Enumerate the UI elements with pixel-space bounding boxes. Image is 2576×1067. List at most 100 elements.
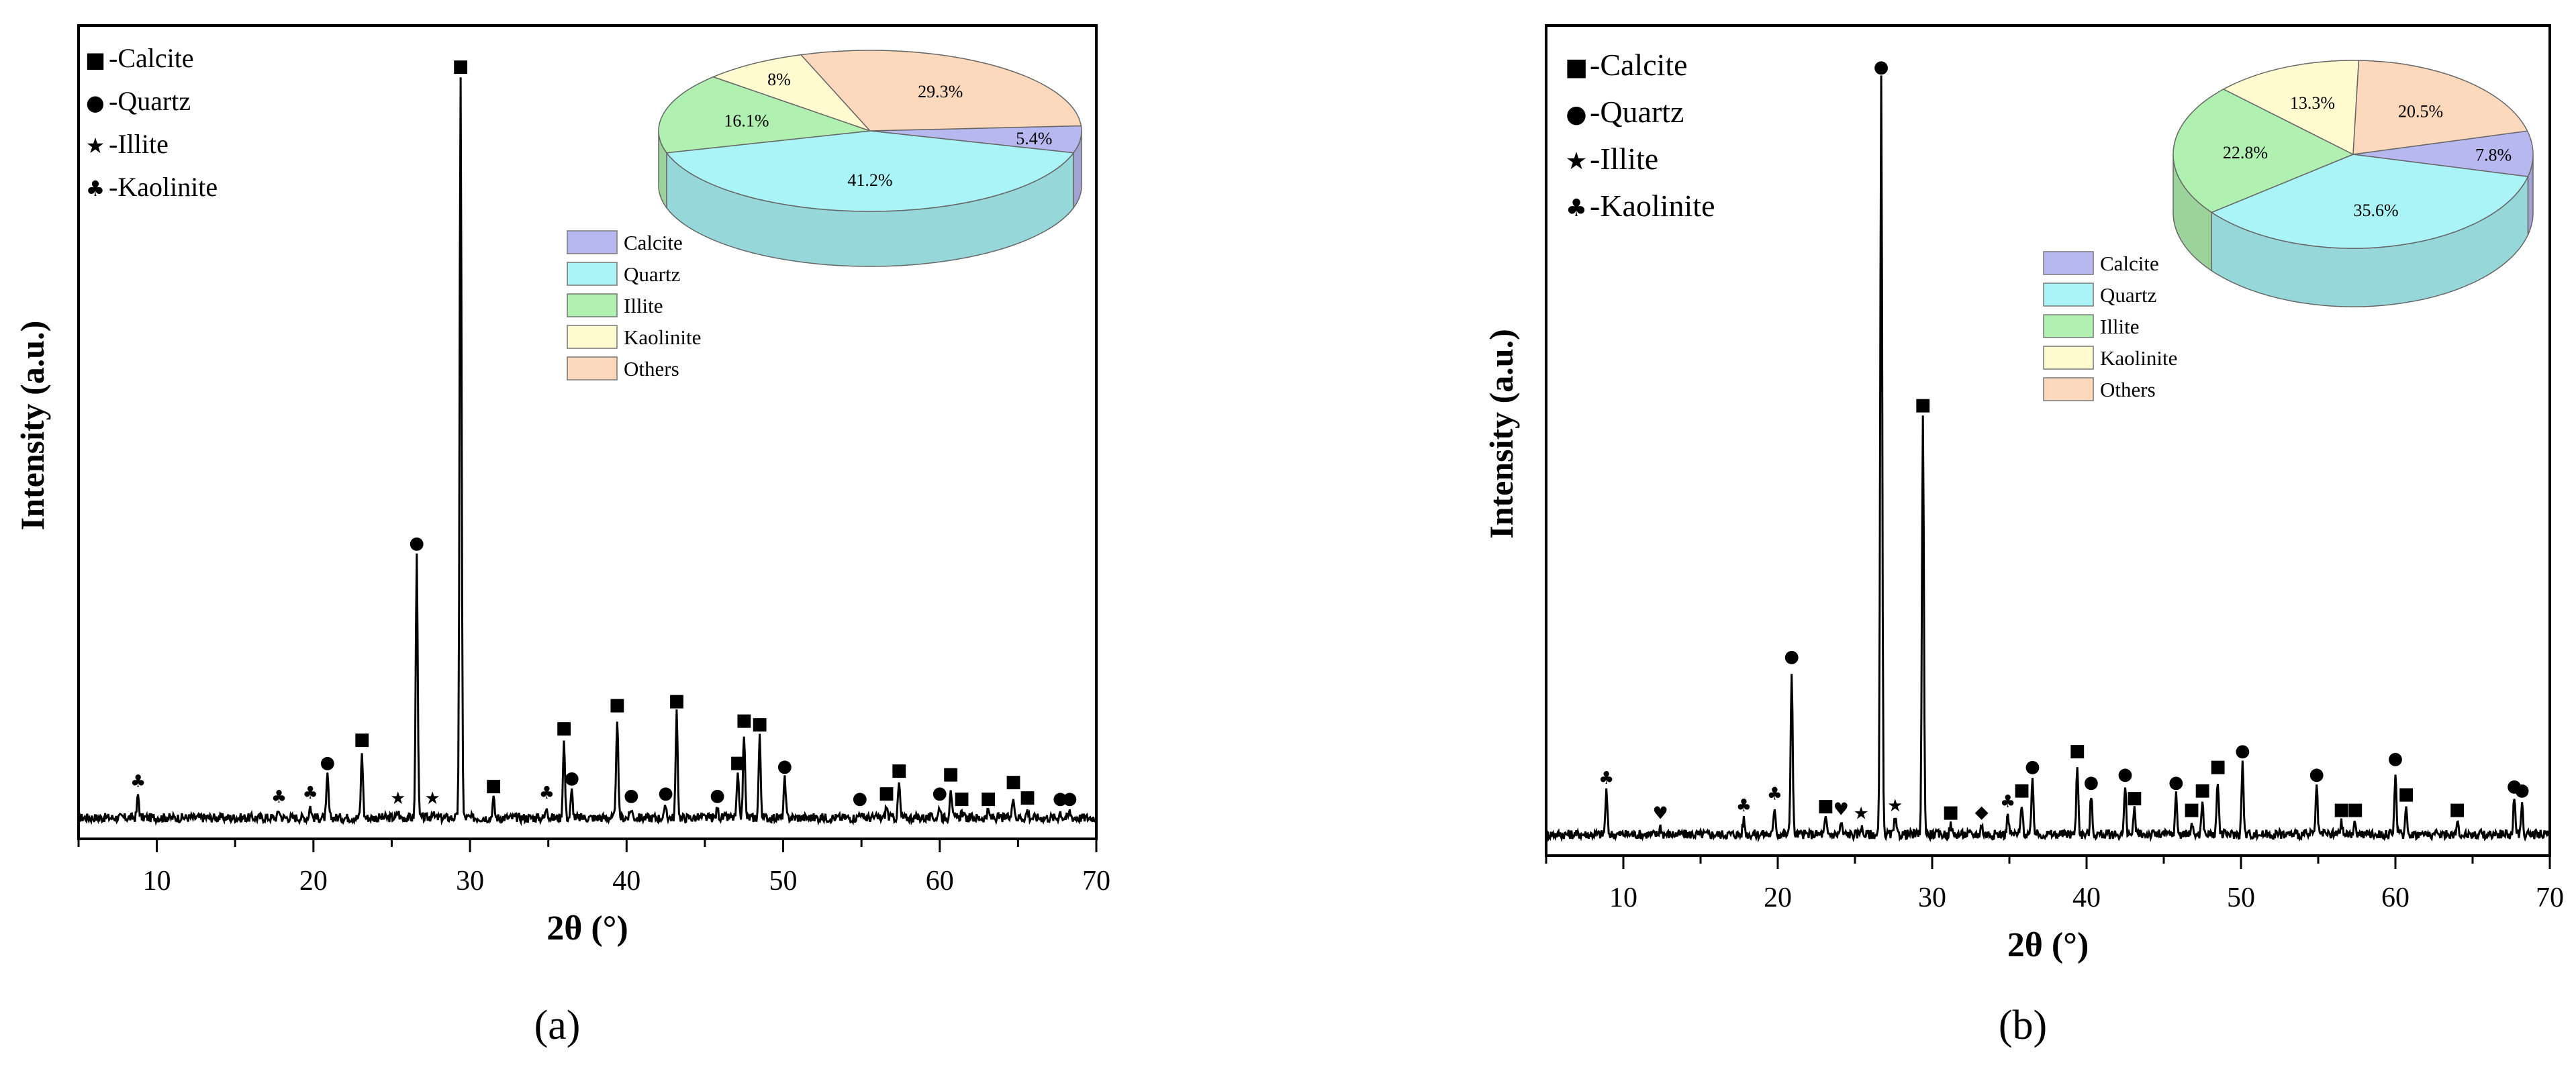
x-tick-label: 70 [1082,866,1110,897]
quartz-marker: ● [2235,741,2250,761]
quartz-marker: ● [2514,780,2530,800]
calcite-marker: ■ [1915,395,1931,415]
pie-slice-illite [2173,89,2354,213]
calcite-marker: ■ [2126,788,2143,808]
pie-slice-others [800,50,1082,132]
pie-legend-label: Quartz [2100,283,2156,307]
pie-legend-swatch [2043,346,2094,370]
quartz-marker: ● [710,786,725,806]
legend-label: -Kaolinite [109,172,218,202]
calcite-marker: ■ [2209,756,2226,776]
pie-legend-swatch [567,293,618,317]
pie-label-kaolinite: 13.3% [2290,93,2335,113]
calcite-marker: ■ [609,695,626,715]
pie-legend-label: Others [2100,378,2156,401]
other-marker: ♥ [1833,800,1849,820]
calcite-marker: ■ [2347,800,2364,820]
composition-pie: 5.4% 41.2% 16.1% 8% 29.3% [658,50,1082,267]
pie-legend-label: Calcite [624,231,683,254]
kaolinite-marker: ♣ [1599,768,1614,789]
calcite-marker: ■ [2398,784,2415,804]
calcite-marker: ■ [2449,800,2466,820]
y-axis-title: Intensity (a.u.) [13,321,51,531]
chart-panel-a: 10 20 30 40 50 60 70 2θ (°) Intensity (a.u.) (a) ♣… [13,24,1110,1048]
quartz-marker: ● [658,783,673,803]
pie-legend-swatch [2043,377,2094,401]
pie-slice-calcite [2352,130,2534,177]
pie-legend-label: Illite [624,294,663,317]
illite-marker: ★ [390,789,406,809]
quartz-marker: ● [1784,646,1799,666]
quartz-marker: ● [1874,57,1889,77]
x-tick-label: 50 [2227,882,2255,913]
legend-label: -Calcite [1590,48,1688,82]
quartz-marker: ● [2168,772,2184,793]
legend-symbol: ■ [85,47,105,72]
calcite-marker: ■ [736,710,753,730]
kaolinite-marker: ♣ [539,783,555,803]
quartz-marker: ● [564,768,579,788]
x-tick-label: 50 [769,866,798,897]
other-marker: ◆ [1975,802,1989,822]
calcite-marker: ■ [1019,787,1036,807]
y-axis-title: Intensity (a.u.) [1482,329,1520,539]
calcite-marker: ■ [878,783,895,803]
quartz-marker: ● [624,786,639,806]
pie-slice-illite [658,76,871,154]
pie-legend-swatch [2043,283,2094,307]
plot-frame [1545,24,2551,857]
quartz-marker: ● [2507,776,2522,797]
pie-label-illite: 22.8% [2223,143,2268,162]
pie-label-others: 29.3% [918,82,963,101]
plot-frame [77,24,1098,840]
legend-label: -Illite [1590,142,1658,176]
quartz-marker: ● [2084,772,2099,793]
x-tick-label: 40 [612,866,640,897]
calcite-marker: ■ [2183,800,2200,820]
calcite-marker: ■ [2333,800,2350,820]
x-axis-title: 2θ (°) [2007,926,2089,964]
kaolinite-marker: ♣ [2000,792,2015,812]
pie-slice-quartz [2210,154,2529,249]
pie-legend-label: Kaolinite [624,325,701,349]
calcite-marker: ■ [452,56,469,77]
kaolinite-marker: ♣ [303,783,318,803]
panel-label: (b) [1999,1003,2047,1048]
quartz-marker: ● [2388,749,2403,769]
pie-legend-swatch [2043,251,2094,275]
calcite-marker: ■ [1817,796,1834,816]
x-tick-label: 60 [926,866,954,897]
pie-slice-quartz [665,130,1075,212]
quartz-marker: ● [320,752,335,772]
kaolinite-marker: ♣ [1767,784,1782,804]
pie-label-quartz: 35.6% [2354,201,2399,220]
kaolinite-marker: ♣ [271,787,287,807]
calcite-marker: ■ [2194,780,2211,800]
pie-legend-label: Quartz [624,262,680,286]
illite-marker: ★ [1887,796,1903,816]
legend-symbol: ■ [1565,54,1588,81]
legend-symbol: ★ [86,133,105,158]
pie-legend-swatch [2043,314,2094,338]
x-tick-label: 10 [1609,882,1637,913]
calcite-marker: ■ [730,752,747,772]
x-tick-label: 20 [1764,882,1792,913]
pie-legend-label: Illite [2100,315,2140,338]
pie-legend-label: Kaolinite [2100,346,2177,370]
x-tick-label: 30 [1918,882,1946,913]
quartz-marker: ● [409,534,424,554]
kaolinite-marker: ♣ [130,772,146,792]
calcite-marker: ■ [556,718,573,738]
calcite-marker: ■ [891,760,908,780]
calcite-marker: ■ [354,729,371,750]
legend-label: -Kaolinite [1590,189,1715,223]
quartz-marker: ● [1053,789,1068,809]
chart-panel-b: 10 20 30 40 50 60 70 2θ (°) Intensity (a.u.) (b) ♣… [1482,24,2564,1048]
x-tick-label: 60 [2381,882,2410,913]
legend-symbol: ● [86,90,105,115]
illite-marker: ★ [1854,804,1869,824]
legend-symbol: ♣ [86,176,105,201]
legend-symbol: ● [1566,101,1586,128]
calcite-marker: ■ [1942,802,1959,822]
